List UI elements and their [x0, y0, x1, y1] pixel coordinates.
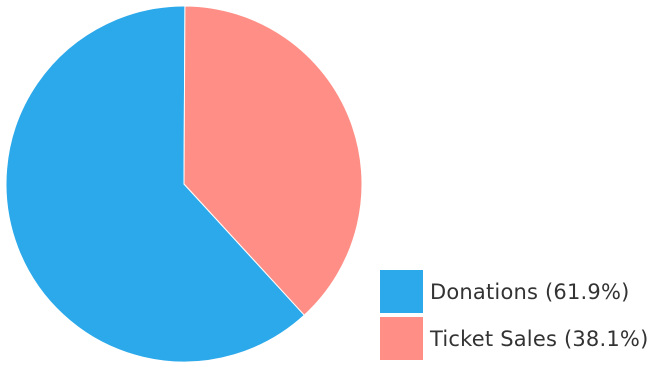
legend-label-donations: Donations (61.9%) — [430, 279, 630, 304]
pie-slices — [5, 5, 363, 363]
legend-swatch-donations — [380, 270, 423, 313]
pie-slice-donations[interactable] — [5, 5, 306, 363]
legend: Donations (61.9%) Ticket Sales (38.1%) — [380, 270, 662, 364]
pie-slice-ticket-sales[interactable] — [183, 5, 363, 316]
legend-label-ticket-sales: Ticket Sales (38.1%) — [430, 326, 649, 351]
legend-item-donations[interactable]: Donations (61.9%) — [380, 270, 662, 313]
legend-item-ticket-sales[interactable]: Ticket Sales (38.1%) — [380, 317, 662, 360]
legend-swatch-ticket-sales — [380, 317, 423, 360]
